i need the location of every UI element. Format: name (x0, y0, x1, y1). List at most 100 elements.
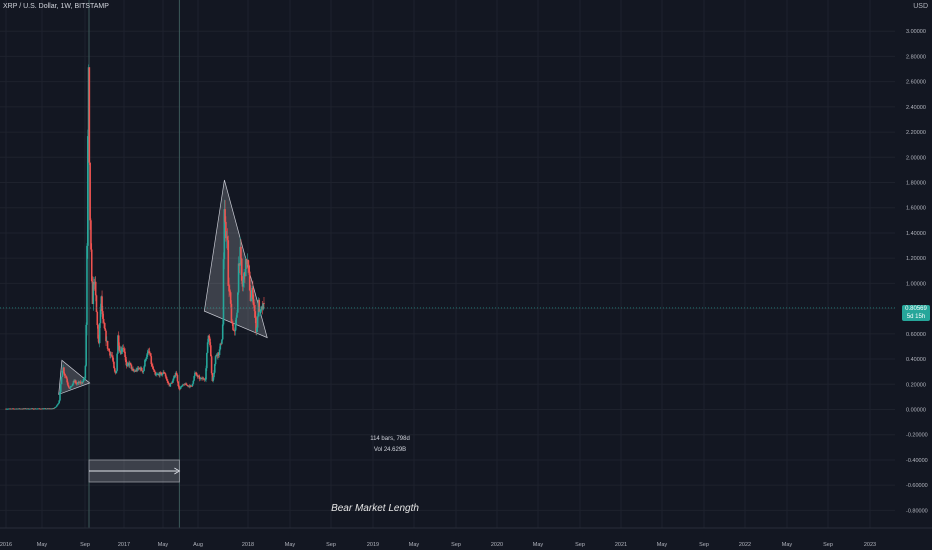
candle (142, 370, 145, 375)
candle (153, 369, 156, 373)
candle (90, 218, 92, 252)
x-tick-label: 2023 (864, 542, 876, 548)
x-axis-ticks: 2016 May Sep 2017 May Aug 2018 May Sep 2019 May Sep… (0, 542, 876, 548)
candle (161, 373, 164, 377)
candle (263, 297, 265, 309)
candle (59, 382, 62, 394)
x-tick-label: 2017 (118, 542, 130, 548)
candle (192, 380, 195, 385)
candle (32, 408, 34, 410)
symbol-title[interactable]: XRP / U.S. Dollar, 1W, BITSTAMP (3, 3, 109, 10)
candle (89, 162, 91, 230)
candle (27, 408, 30, 410)
grid-lines (0, 0, 895, 528)
last-price-tag: 0.80569 5d 15h (902, 305, 930, 321)
bear-market-annotation[interactable]: Bear Market Length (331, 503, 419, 514)
candle (256, 326, 258, 336)
x-tick-label: May (158, 542, 169, 548)
candle (210, 342, 212, 357)
candlesticks (5, 64, 265, 410)
last-price-value: 0.80569 (905, 306, 927, 312)
y-tick-label: 0.60000 (906, 332, 926, 338)
candle (232, 320, 234, 331)
candle (101, 290, 103, 315)
candle (230, 300, 233, 322)
triangle-2017 (58, 359, 91, 395)
y-tick-label: 2.60000 (906, 80, 926, 86)
candle (147, 348, 149, 354)
x-tick-label: Sep (699, 542, 709, 548)
candle (167, 379, 169, 385)
candle (214, 355, 217, 366)
candle (212, 376, 214, 383)
y-tick-label: 1.40000 (906, 231, 926, 237)
candle (86, 243, 88, 336)
candle (84, 364, 87, 381)
x-tick-label: May (533, 542, 544, 548)
measure-info: 114 bars, 798d Vol 24.629B (330, 434, 450, 456)
candle (248, 266, 251, 292)
price-axis[interactable] (895, 0, 932, 528)
y-tick-label: 3.00000 (906, 29, 926, 35)
candle (185, 382, 187, 385)
candle (233, 329, 235, 331)
candle (61, 370, 64, 377)
candle (59, 391, 61, 402)
candle (102, 313, 105, 324)
y-tick-label: 1.80000 (906, 181, 926, 187)
candle (56, 403, 59, 406)
candle (103, 321, 106, 329)
candle (113, 361, 115, 369)
x-tick-label: May (285, 542, 296, 548)
bar-countdown: 5d 15h (906, 314, 926, 320)
candle (224, 200, 226, 224)
candle (116, 352, 118, 372)
candle (169, 383, 172, 387)
candle (108, 348, 110, 352)
x-tick-label: 2020 (491, 542, 503, 548)
y-tick-label: 2.40000 (906, 105, 926, 111)
y-tick-label: 1.20000 (906, 256, 926, 262)
candle (227, 235, 230, 286)
date-range-measure[interactable] (88, 459, 181, 483)
candle (196, 373, 199, 379)
candle (163, 372, 166, 374)
candle (258, 298, 261, 313)
x-tick-label: Aug (193, 542, 203, 548)
candle (63, 372, 66, 379)
measure-volume: Vol 24.629B (373, 447, 407, 453)
candle (259, 306, 261, 317)
y-tick-label: 1.00000 (906, 281, 926, 287)
candle (175, 370, 178, 376)
candle (221, 339, 223, 345)
candle (210, 354, 213, 375)
x-tick-label: May (409, 542, 420, 548)
y-tick-label: 2.80000 (906, 54, 926, 60)
y-tick-label: 0.40000 (906, 357, 926, 363)
candle (256, 313, 259, 332)
candle (240, 258, 243, 285)
x-tick-label: 2022 (739, 542, 751, 548)
candle (95, 294, 98, 313)
x-tick-label: Sep (451, 542, 461, 548)
candle (260, 309, 262, 316)
candle (105, 329, 107, 346)
candle (152, 363, 154, 370)
x-tick-label: May (782, 542, 793, 548)
y-tick-label: -0.40000 (906, 458, 928, 464)
candle (206, 352, 208, 372)
candle (72, 379, 75, 386)
candle (126, 361, 129, 368)
candle (194, 370, 196, 378)
time-axis[interactable] (0, 528, 932, 550)
candle (213, 363, 216, 375)
y-tick-label: 1.60000 (906, 206, 926, 212)
measure-arrow-head (174, 467, 181, 475)
x-tick-label: Sep (80, 542, 90, 548)
candle (237, 256, 240, 295)
candle (191, 383, 194, 387)
x-tick-label: Sep (823, 542, 833, 548)
candle (219, 343, 222, 351)
